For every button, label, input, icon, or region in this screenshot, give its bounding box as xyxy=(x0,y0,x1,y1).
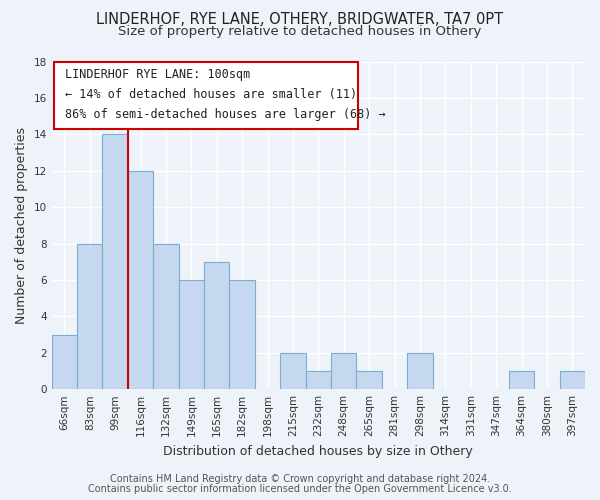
Text: ← 14% of detached houses are smaller (11): ← 14% of detached houses are smaller (11… xyxy=(65,88,357,101)
Bar xyxy=(179,280,204,389)
Bar xyxy=(204,262,229,389)
FancyBboxPatch shape xyxy=(55,62,358,128)
Bar xyxy=(305,371,331,389)
Bar xyxy=(103,134,128,389)
Text: LINDERHOF RYE LANE: 100sqm: LINDERHOF RYE LANE: 100sqm xyxy=(65,68,250,81)
X-axis label: Distribution of detached houses by size in Othery: Distribution of detached houses by size … xyxy=(163,444,473,458)
Bar xyxy=(509,371,534,389)
Text: Size of property relative to detached houses in Othery: Size of property relative to detached ho… xyxy=(118,25,482,38)
Bar xyxy=(153,244,179,389)
Bar xyxy=(407,353,433,389)
Bar xyxy=(128,170,153,389)
Y-axis label: Number of detached properties: Number of detached properties xyxy=(15,127,28,324)
Text: 86% of semi-detached houses are larger (68) →: 86% of semi-detached houses are larger (… xyxy=(65,108,386,121)
Bar xyxy=(331,353,356,389)
Text: Contains HM Land Registry data © Crown copyright and database right 2024.: Contains HM Land Registry data © Crown c… xyxy=(110,474,490,484)
Bar xyxy=(52,334,77,389)
Text: LINDERHOF, RYE LANE, OTHERY, BRIDGWATER, TA7 0PT: LINDERHOF, RYE LANE, OTHERY, BRIDGWATER,… xyxy=(97,12,503,28)
Text: Contains public sector information licensed under the Open Government Licence v3: Contains public sector information licen… xyxy=(88,484,512,494)
Bar xyxy=(280,353,305,389)
Bar xyxy=(560,371,585,389)
Bar xyxy=(356,371,382,389)
Bar xyxy=(77,244,103,389)
Bar xyxy=(229,280,255,389)
